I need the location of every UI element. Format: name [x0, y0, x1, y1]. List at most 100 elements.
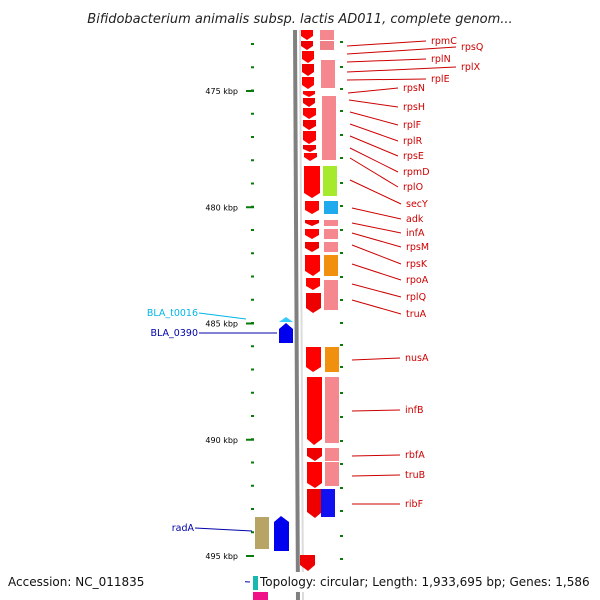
ruler-dot [251, 438, 254, 441]
leader-line [351, 454, 401, 457]
gene-label-rpmC[interactable]: rpmC [431, 36, 457, 47]
gene-feature-rplN[interactable] [302, 51, 314, 63]
gene-label-rpsE[interactable]: rpsE [403, 151, 424, 162]
gene-feature-rpsM[interactable] [305, 229, 319, 239]
gene-feature-rpsN[interactable] [303, 91, 315, 97]
gene-feature-rpoA[interactable] [305, 255, 320, 276]
gene-feature-rplR[interactable] [303, 120, 316, 130]
track-dot [340, 41, 343, 43]
leader-line [346, 78, 427, 81]
leader-line [346, 46, 457, 55]
gene-label-rplF[interactable]: rplF [403, 120, 421, 131]
gene-feature-BLA_0390[interactable] [279, 323, 293, 343]
leader-line [349, 157, 399, 188]
gene-feature-BLA_t0016[interactable] [279, 317, 293, 322]
gene-label-rplO[interactable]: rplO [403, 182, 423, 193]
gene-label-rbfA[interactable]: rbfA [405, 450, 425, 461]
gene-feature-radA[interactable] [274, 516, 289, 551]
leader-line [346, 40, 427, 47]
gene-label-rplX[interactable]: rplX [461, 62, 481, 73]
gene-feature-rplQ[interactable] [306, 278, 320, 290]
gene-feature-rpmD[interactable] [303, 145, 316, 152]
gene-feature-rpsQ[interactable] [301, 41, 313, 50]
gene-bar-nusA [325, 347, 339, 372]
gene-bar-rpsN-rpsE [322, 96, 336, 160]
gene-label-rpsQ[interactable]: rpsQ [461, 42, 483, 53]
ruler-dots [251, 41, 343, 560]
ruler-dot [251, 275, 254, 278]
gene-label-truB[interactable]: truB [405, 470, 425, 481]
track-dot [340, 392, 343, 394]
gene-feature-infA[interactable] [305, 220, 319, 226]
gene-feature-rpsK[interactable] [305, 242, 319, 252]
gene-bar-infB [325, 377, 339, 443]
gene-feature-next[interactable] [300, 555, 315, 571]
leader-line [349, 135, 399, 157]
gene-bar-rplQ-truA [324, 280, 338, 310]
leader-line [351, 283, 402, 298]
track-dot [340, 134, 343, 136]
gene-label-rpsN[interactable]: rpsN [403, 83, 425, 94]
gene-feature-rpiA[interactable] [253, 576, 258, 590]
leader-line [351, 357, 401, 361]
gene-label-rpmD[interactable]: rpmD [403, 167, 430, 178]
gene-label-rplQ[interactable]: rplQ [406, 292, 426, 303]
gene-label-rpsH[interactable]: rpsH [403, 102, 425, 113]
gene-feature-truA[interactable] [306, 293, 321, 313]
ruler-dot [251, 112, 254, 115]
gene-label-infB[interactable]: infB [405, 405, 424, 416]
track-dot [340, 366, 343, 368]
ruler-dot [251, 182, 254, 185]
gene-label-rplR[interactable]: rplR [403, 136, 423, 147]
gene-bar-rbfA [325, 448, 339, 461]
gene-label-rplE[interactable]: rplE [431, 74, 450, 85]
gene-label-BLA_t0016[interactable]: BLA_t0016 [147, 308, 198, 319]
track-dot [340, 463, 343, 465]
leader-line [351, 263, 402, 281]
gene-label-rpsK[interactable]: rpsK [406, 259, 428, 270]
gene-feature-rplX[interactable] [302, 64, 314, 76]
ruler-dot [251, 43, 254, 45]
gene-label-rpsM[interactable]: rpsM [406, 242, 429, 253]
leader-line [351, 222, 402, 234]
right-gene-labels: rpmC rpsQ rplN rplX rplE rpsN rpsH rplF rplR rpsE… [346, 36, 483, 510]
track-dot [340, 535, 343, 537]
gene-bar-adk [324, 201, 338, 214]
gene-label-ribF[interactable]: ribF [405, 499, 423, 510]
gene-label-infA[interactable]: infA [406, 228, 425, 239]
gene-label-rplN[interactable]: rplN [431, 54, 451, 65]
gene-label-BLA_0390[interactable]: BLA_0390 [151, 328, 198, 339]
gene-feature-rplE[interactable] [302, 77, 314, 89]
gene-feature-truB[interactable] [307, 462, 322, 488]
gene-feature-nusA[interactable] [306, 347, 321, 372]
ruler-dot [251, 159, 254, 162]
gene-feature-rpsH[interactable] [303, 98, 315, 107]
gene-label-rpoA[interactable]: rpoA [406, 275, 429, 286]
map-title: Bifidobacterium animalis subsp. lactis A… [87, 12, 512, 27]
leader-line [351, 409, 401, 412]
gene-feature-rpmC[interactable] [301, 30, 313, 40]
gene-feature-adk[interactable] [305, 201, 319, 214]
gene-bar-secY [323, 166, 337, 196]
ruler-dot [251, 322, 254, 324]
ruler-dot [251, 136, 254, 138]
gene-label-truA[interactable]: truA [406, 309, 427, 320]
gene-label-adk[interactable]: adk [406, 214, 424, 225]
leader-line [351, 299, 402, 315]
gene-feature-rbfA[interactable] [307, 448, 322, 461]
gene-feature-ribF[interactable] [307, 489, 322, 518]
gene-bar-infA [324, 220, 338, 226]
gene-feature-rplO[interactable] [304, 153, 317, 161]
gene-feature-secY[interactable] [304, 166, 320, 198]
gene-label-nusA[interactable]: nusA [405, 353, 429, 364]
track-dot [340, 252, 343, 254]
gene-feature-rplF[interactable] [303, 108, 316, 119]
gene-label-radA[interactable]: radA [172, 523, 195, 534]
gene-label-secY[interactable]: secY [406, 199, 428, 210]
track-dot [340, 88, 343, 90]
genome-summary-text: Topology: circular; Length: 1,933,695 bp… [259, 575, 590, 589]
ruler-tick-label: 490 kbp [205, 436, 238, 445]
gene-feature-rpsE[interactable] [303, 131, 316, 144]
gene-feature-infB[interactable] [307, 377, 322, 445]
